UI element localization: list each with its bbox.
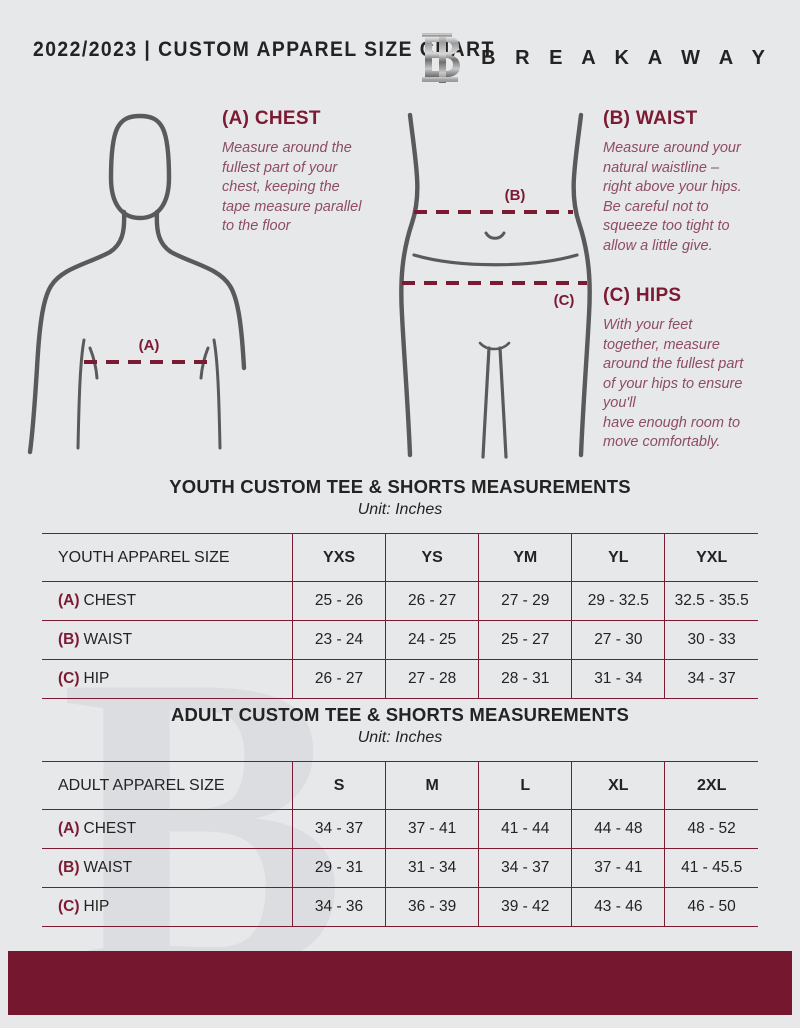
youth-header-2: YS [385,533,479,582]
adult-header-4: XL [571,761,665,810]
adult-cell-1-2: 34 - 37 [478,848,572,888]
callout-waist-heading: (B) WAIST [603,108,698,129]
youth-row-1-label: (B) WAIST [42,620,293,660]
youth-section: YOUTH CUSTOM TEE & SHORTS MEASUREMENTS U… [0,476,800,699]
adult-cell-2-2: 39 - 42 [478,887,572,927]
table-row: (B) WAIST 23 - 24 24 - 25 25 - 27 27 - 30… [42,620,758,660]
callout-hips-text: With your feet together, measure around … [603,317,744,450]
row-label: WAIST [83,859,133,876]
adult-cell-0-3: 44 - 48 [571,809,665,849]
adult-cell-1-0: 29 - 31 [291,848,386,888]
upper-body-figure: (A) [27,113,247,455]
row-tag: (A) [58,820,80,837]
youth-cell-1-0: 23 - 24 [291,620,386,660]
callout-waist: (B) WAIST Measure around your natural wa… [603,108,778,256]
adult-row-1-label: (B) WAIST [42,848,293,888]
table-row: (C) HIP 34 - 36 36 - 39 39 - 42 43 - 46 4… [42,887,758,927]
table-row: (A) CHEST 34 - 37 37 - 41 41 - 44 44 - 48… [42,809,758,849]
row-label: HIP [83,670,110,687]
youth-cell-1-4: 30 - 33 [664,620,758,660]
adult-cell-2-0: 34 - 36 [291,887,386,927]
adult-header-1: S [291,761,386,810]
callout-chest-text: Measure around the fullest part of your … [222,140,362,234]
adult-cell-0-4: 48 - 52 [664,809,758,849]
adult-cell-1-1: 31 - 34 [385,848,479,888]
adult-cell-2-3: 43 - 46 [571,887,665,927]
callout-hips: (C) HIPS With your feet together, measur… [603,285,783,453]
adult-row-0-label: (A) CHEST [42,809,293,849]
adult-cell-2-1: 36 - 39 [385,887,479,927]
youth-cell-0-2: 27 - 29 [478,581,572,621]
row-tag: (A) [58,592,80,609]
adult-cell-0-1: 37 - 41 [385,809,479,849]
callout-hips-heading: (C) HIPS [603,285,682,306]
lower-body-figure: (B) (C) [399,112,592,459]
adult-header-0: ADULT APPAREL SIZE [42,761,293,810]
youth-cell-2-0: 26 - 27 [291,659,386,699]
footer-bar [8,951,792,1015]
breakaway-b-monogram-icon [422,33,461,83]
callout-waist-text: Measure around your natural waistline – … [603,140,742,254]
row-tag: (B) [58,631,80,648]
row-label: CHEST [83,820,137,837]
youth-header-4: YL [571,533,665,582]
adult-cell-2-4: 46 - 50 [664,887,758,927]
youth-cell-0-3: 29 - 32.5 [571,581,665,621]
brand-lockup: B R E A K A W A Y [419,30,772,86]
adult-header-3: L [478,761,572,810]
row-label: HIP [83,898,110,915]
table-row: (A) CHEST 25 - 26 26 - 27 27 - 29 29 - 32… [42,581,758,621]
row-label: WAIST [83,631,133,648]
brand-wordmark: B R E A K A W A Y [481,46,772,69]
youth-cell-1-1: 24 - 25 [385,620,479,660]
page-title: 2022/2023 | CUSTOM APPAREL SIZE CHART [33,38,495,61]
youth-header-5: YXL [664,533,758,582]
callout-chest-heading: (A) CHEST [222,108,321,129]
adult-cell-1-3: 37 - 41 [571,848,665,888]
chest-measure-label: (A) [139,337,160,354]
youth-size-table: YOUTH APPAREL SIZE YXS YS YM YL YXL (A) C… [42,533,758,699]
page-header: 2022/2023 | CUSTOM APPAREL SIZE CHART [0,30,800,86]
youth-cell-2-2: 28 - 31 [478,659,572,699]
callout-chest: (A) CHEST Measure around the fullest par… [222,108,402,237]
hips-measure-label: (C) [554,292,575,309]
youth-section-title: YOUTH CUSTOM TEE & SHORTS MEASUREMENTS [169,476,631,497]
youth-section-unit: Unit: Inches [357,501,443,518]
waist-measure-label: (B) [505,187,526,204]
table-header-row: YOUTH APPAREL SIZE YXS YS YM YL YXL [42,533,758,582]
row-tag: (C) [58,670,80,687]
youth-row-2-label: (C) HIP [42,659,293,699]
adult-size-table: ADULT APPAREL SIZE S M L XL 2XL (A) CHEST… [42,761,758,927]
youth-cell-1-2: 25 - 27 [478,620,572,660]
row-label: CHEST [83,592,137,609]
adult-section-title: ADULT CUSTOM TEE & SHORTS MEASUREMENTS [170,704,630,725]
youth-cell-0-0: 25 - 26 [291,581,386,621]
table-row: (B) WAIST 29 - 31 31 - 34 34 - 37 37 - 41… [42,848,758,888]
table-row: (C) HIP 26 - 27 27 - 28 28 - 31 31 - 34 3… [42,659,758,699]
youth-header-1: YXS [291,533,386,582]
youth-cell-2-1: 27 - 28 [385,659,479,699]
youth-cell-0-4: 32.5 - 35.5 [664,581,758,621]
youth-header-0: YOUTH APPAREL SIZE [42,533,293,582]
adult-header-5: 2XL [664,761,758,810]
adult-header-2: M [385,761,479,810]
navel-mark [484,231,506,240]
youth-cell-2-4: 34 - 37 [664,659,758,699]
adult-cell-0-2: 41 - 44 [478,809,572,849]
adult-cell-1-4: 41 - 45.5 [664,848,758,888]
adult-section-unit: Unit: Inches [357,729,443,746]
table-header-row: ADULT APPAREL SIZE S M L XL 2XL [42,761,758,810]
adult-section: ADULT CUSTOM TEE & SHORTS MEASUREMENTS U… [0,704,800,927]
youth-cell-0-1: 26 - 27 [385,581,479,621]
adult-row-2-label: (C) HIP [42,887,293,927]
youth-header-3: YM [478,533,572,582]
youth-cell-2-3: 31 - 34 [571,659,665,699]
youth-cell-1-3: 27 - 30 [571,620,665,660]
youth-row-0-label: (A) CHEST [42,581,293,621]
row-tag: (C) [58,898,80,915]
adult-cell-0-0: 34 - 37 [291,809,386,849]
row-tag: (B) [58,859,80,876]
